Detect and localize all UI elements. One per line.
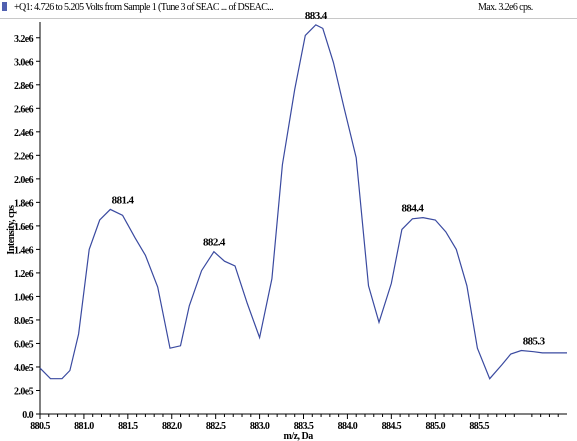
y-tick-label: 1.2e6: [14, 269, 34, 280]
x-tick-label: 885.0: [425, 421, 445, 432]
x-tick-label: 881.0: [74, 421, 94, 432]
series: [39, 24, 567, 380]
x-tick-label: 882.0: [162, 421, 182, 432]
y-tick-label: 2.2e6: [14, 151, 34, 162]
y-tick-label: 1.0e6: [14, 292, 34, 303]
y-tick-label: 1.8e6: [14, 198, 34, 209]
ticks: 0.0 2.0e5 4.0e5 6.0e5 8.0e5 1.0e6 1.2e6 1.4e6 1.…: [14, 34, 559, 432]
peak-label: 883.4: [305, 10, 328, 22]
axes: [39, 22, 567, 415]
x-tick-label: 884.5: [382, 421, 402, 432]
y-tick-label: 2.8e6: [14, 81, 34, 92]
y-tick-label: 4.0e5: [14, 363, 34, 374]
y-tick-label: 0.0: [22, 410, 33, 421]
x-tick-label: 884.0: [338, 421, 358, 432]
y-tick-label: 6.0e5: [14, 339, 34, 350]
y-tick-label: 8.0e5: [14, 316, 34, 327]
y-tick-label: 3.2e6: [14, 34, 34, 45]
peak-label: 884.4: [402, 203, 425, 215]
peak-labels: 881.4 882.4 883.4 884.4 885.3: [112, 10, 547, 348]
x-tick-label: 880.5: [30, 421, 50, 432]
peak-label: 885.3: [523, 336, 546, 348]
chart-title: +Q1: 4.726 to 5.205 Volts from Sample 1 …: [14, 2, 274, 13]
y-tick-label: 1.6e6: [14, 222, 34, 233]
peak-label: 882.4: [203, 237, 226, 249]
x-axis-label: m/z, Da: [284, 431, 314, 441]
y-tick-label: 1.4e6: [14, 245, 34, 256]
peak-label: 881.4: [112, 194, 135, 206]
y-axis-label: Intensity, cps: [6, 205, 17, 255]
title-bar: +Q1: 4.726 to 5.205 Volts from Sample 1 …: [0, 0, 577, 19]
x-tick-label: 883.5: [294, 421, 314, 432]
x-tick-label: 881.5: [118, 421, 138, 432]
y-tick-label: 2.0e6: [14, 175, 34, 186]
spectrum-line: [39, 24, 567, 380]
x-tick-label: 882.5: [206, 421, 226, 432]
y-tick-label: 2.6e6: [14, 104, 34, 115]
max-intensity-label: Max. 3.2e6 cps.: [478, 2, 533, 13]
pane-icon[interactable]: [2, 2, 7, 11]
x-tick-label: 885.5: [469, 421, 489, 432]
y-tick-label: 2.4e6: [14, 128, 34, 139]
y-tick-label: 2.0e5: [14, 386, 34, 397]
y-tick-label: 3.0e6: [14, 57, 34, 68]
x-tick-label: 883.0: [250, 421, 270, 432]
